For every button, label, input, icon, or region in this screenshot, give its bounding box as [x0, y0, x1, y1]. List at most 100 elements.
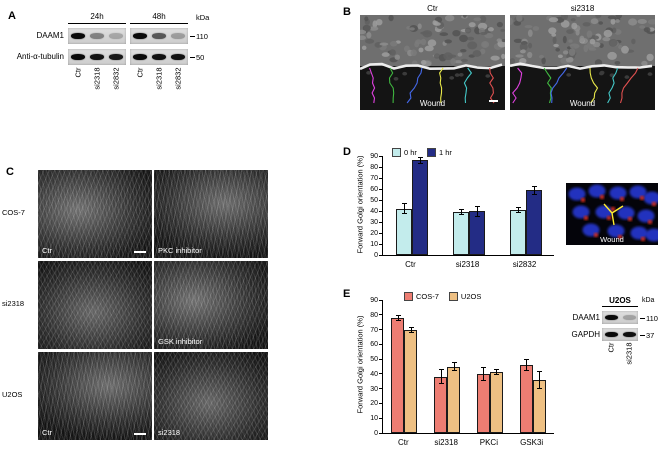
- micrograph-label: si2318: [158, 428, 181, 437]
- panel-c-microscopy-grid: COS-7 si2318 U2OS Ctr PKC inhibitor GSK …: [0, 163, 290, 455]
- micrograph-cos7-ctr: Ctr: [38, 170, 152, 258]
- blot-row-label: DAAM1: [572, 312, 600, 322]
- lane-label: si2318: [92, 67, 102, 90]
- golgi-orientation-chart-celllines: Forward Golgi orientation (%) 0 10 20 30 40 5…: [348, 290, 560, 454]
- wound-caption-d: Wound: [600, 235, 624, 244]
- row-label-cos7: COS-7: [2, 208, 25, 217]
- lane-label: Ctr: [135, 67, 145, 78]
- bar-si2318-U2OS: [447, 366, 461, 433]
- protein-band: [109, 54, 124, 60]
- golgi-orientation-chart-timecourse: Forward Golgi orientation (%) 0 10 20 30 40 5…: [348, 146, 560, 276]
- x-category-label: GSK3i: [520, 438, 544, 447]
- blot-lane-box: [68, 49, 126, 65]
- panel-a-label: A: [8, 10, 16, 22]
- x-axis: Ctr si2318 si2832: [382, 260, 554, 272]
- error-bar: [458, 208, 464, 216]
- legend-label: COS-7: [416, 292, 439, 301]
- micrograph-gsk-inhibitor: GSK inhibitor: [154, 261, 268, 349]
- wound-figure-si2318: si2318 Wound: [510, 4, 655, 110]
- blot-lane-box: [68, 28, 126, 44]
- legend-label: 0 hr: [404, 148, 417, 157]
- blot-lane-box: [130, 49, 188, 65]
- lane-label: si2832: [173, 67, 183, 90]
- y-tick-label: 60: [370, 186, 378, 193]
- plot-area: [379, 155, 554, 256]
- y-tick-label: 50: [370, 197, 378, 204]
- y-tick-label: 30: [370, 219, 378, 226]
- y-tick-mark: [379, 388, 383, 390]
- lane-label: si2318: [624, 342, 634, 365]
- legend-label: U2OS: [460, 292, 482, 301]
- lane-label: si2832: [111, 67, 121, 90]
- y-tick-label: 80: [370, 311, 378, 319]
- bar-ctr-COS-7: [391, 317, 405, 433]
- x-category-label: si2318: [434, 438, 458, 447]
- plot-area: [379, 299, 554, 434]
- error-bar: [401, 203, 407, 215]
- wound-micrograph-ctr-svg: [360, 15, 505, 110]
- error-bar: [515, 206, 521, 214]
- blot-lane-box: [602, 328, 638, 341]
- blot-a-canvas: DAAM1 110 Anti-α-tubulin 50 Ctr si2318 si2832 C…: [4, 28, 239, 148]
- scale-bar: [134, 251, 146, 253]
- chart-legend: COS-7 U2OS: [404, 292, 481, 301]
- bar-si2832-0hr: [509, 209, 526, 255]
- marker-value: 110: [196, 32, 208, 41]
- panel-c-label: C: [6, 166, 14, 178]
- timepoint-48h-header: 48h: [130, 12, 188, 24]
- y-tick-mark: [379, 299, 383, 301]
- bar-ctr-U2OS: [404, 329, 418, 433]
- y-tick-label: 90: [370, 297, 378, 304]
- error-bar: [395, 314, 401, 321]
- protein-band: [622, 332, 636, 337]
- y-tick-mark: [379, 188, 383, 190]
- error-bar: [451, 362, 457, 371]
- bar-si2832-1hr: [525, 190, 542, 255]
- error-bar: [417, 157, 423, 164]
- y-tick-mark: [379, 402, 383, 404]
- legend-swatch: [404, 292, 413, 301]
- y-tick-label: 0: [374, 252, 378, 259]
- bar-si2318-COS-7: [434, 376, 448, 433]
- panel-d-label: D: [343, 146, 351, 158]
- blot-row-label: DAAM1: [36, 31, 64, 40]
- error-bar: [481, 366, 487, 382]
- wound-title-ctr: Ctr: [427, 4, 438, 13]
- bar-si2318-1hr: [468, 211, 485, 255]
- lane-label: Ctr: [73, 67, 83, 78]
- y-tick-mark: [379, 232, 383, 234]
- error-bar: [531, 185, 537, 195]
- y-tick-label: 70: [370, 175, 378, 182]
- y-tick-label: 70: [370, 326, 378, 334]
- x-category-label: PKCi: [479, 438, 498, 447]
- protein-band: [70, 33, 85, 39]
- lane-label: Ctr: [606, 342, 616, 353]
- blot-lane-box: [130, 28, 188, 44]
- bar-ctr-0hr: [395, 208, 412, 255]
- y-tick-label: 60: [370, 341, 378, 349]
- y-tick-mark: [379, 417, 383, 419]
- protein-band: [109, 33, 124, 39]
- y-tick-mark: [379, 155, 383, 157]
- y-tick-mark: [379, 343, 383, 345]
- y-tick-label: 80: [370, 164, 378, 171]
- blot-row-label: GAPDH: [571, 329, 600, 339]
- legend-label: 1 hr: [438, 148, 452, 157]
- kda-unit-label-e: kDa: [642, 297, 655, 304]
- y-tick-mark: [379, 254, 383, 256]
- blot-lane-box: [602, 311, 638, 324]
- protein-band: [90, 54, 104, 60]
- y-tick-mark: [379, 243, 383, 245]
- y-tick-label: 40: [370, 208, 378, 215]
- y-tick-mark: [379, 329, 383, 331]
- protein-band: [604, 332, 618, 337]
- micrograph-u2os-si2318: si2318: [154, 352, 268, 440]
- protein-band: [152, 33, 166, 39]
- panel-b-wound-assay: Ctr Wound si2318 Wound: [338, 2, 661, 117]
- x-category-label: si2832: [512, 260, 537, 269]
- bar-ctr-1hr: [411, 160, 428, 255]
- protein-band: [70, 54, 85, 60]
- fluorescence-svg: [566, 183, 658, 245]
- protein-band: [132, 33, 147, 39]
